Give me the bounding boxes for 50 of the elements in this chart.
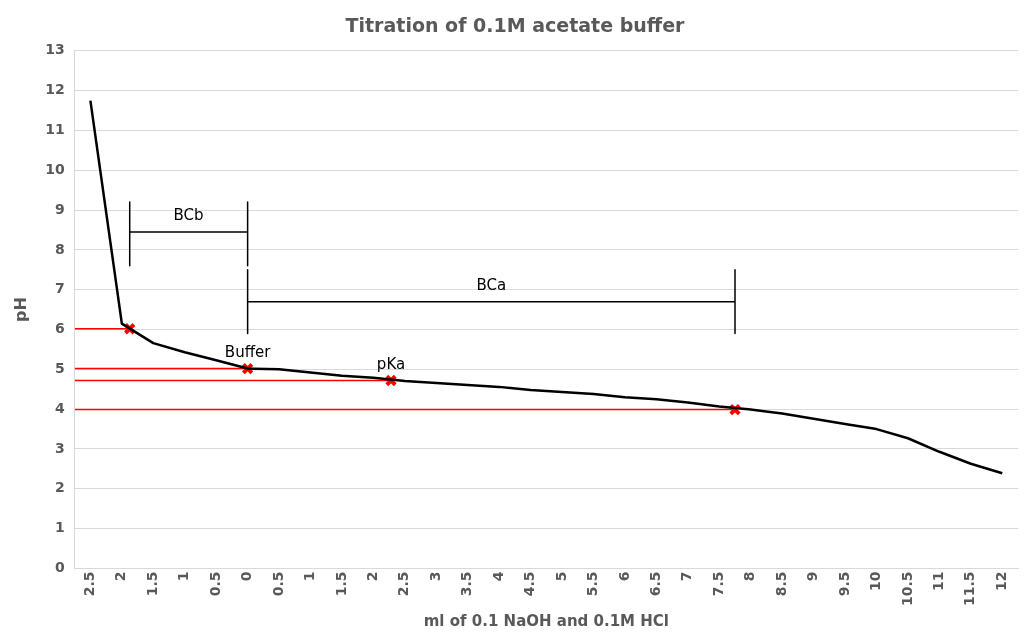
x-tick-label: 1 xyxy=(175,571,192,582)
y-tick-label: 5 xyxy=(54,360,65,376)
x-tick-label: 0 xyxy=(238,571,255,582)
x-tick-label: 2.5 xyxy=(395,571,412,597)
x-tick-label: 8.5 xyxy=(772,571,789,597)
x-tick-label: 0.5 xyxy=(206,571,223,597)
x-tick-label: 6 xyxy=(615,571,632,582)
y-tick-label: 2 xyxy=(54,479,65,496)
x-tick-label: 3.5 xyxy=(458,571,475,597)
y-tick-label: 12 xyxy=(45,81,65,98)
y-tick-label: 8 xyxy=(54,240,65,257)
x-tick-label: 2 xyxy=(112,571,129,582)
x-tick-label: 6.5 xyxy=(647,571,664,597)
annotation: BCa xyxy=(476,276,507,295)
y-tick-label: 9 xyxy=(54,200,65,217)
x-tick-label: 10.5 xyxy=(898,571,915,606)
y-axis-title: pH xyxy=(10,297,30,323)
x-tick-label: 9 xyxy=(804,571,821,582)
chart-title: Titration of 0.1M acetate buffer xyxy=(345,14,686,37)
y-tick-label: 4 xyxy=(54,399,65,416)
x-tick-label: 1.5 xyxy=(143,571,160,597)
x-tick-label: 5.5 xyxy=(584,571,601,597)
x-tick-label: 9.5 xyxy=(835,571,852,597)
y-tick-label: 13 xyxy=(45,41,65,58)
x-tick-label: 11.5 xyxy=(961,571,978,606)
x-tick-label: 1 xyxy=(301,571,318,582)
x-tick-label: 4.5 xyxy=(521,571,538,597)
x-tick-label: 7.5 xyxy=(709,571,726,597)
x-tick-label: 8 xyxy=(741,571,758,582)
x-tick-label: 2 xyxy=(364,571,381,582)
x-tick-label: 4 xyxy=(489,571,506,582)
x-tick-label: 2.5 xyxy=(81,571,98,597)
annotation: BCb xyxy=(173,206,204,225)
annotation: Buffer xyxy=(224,342,272,361)
x-tick-label: 7 xyxy=(678,571,695,582)
x-tick-label: 12 xyxy=(992,571,1009,591)
annotation: pKa xyxy=(376,354,406,373)
x-tick-label: 5 xyxy=(552,571,569,582)
y-tick-label: 7 xyxy=(54,280,65,297)
y-tick-label: 1 xyxy=(54,519,65,536)
y-tick-label: 6 xyxy=(54,320,65,337)
y-tick-label: 3 xyxy=(54,439,65,456)
y-tick-label: 10 xyxy=(45,160,65,177)
x-axis-title: ml of 0.1 NaOH and 0.1M HCl xyxy=(423,611,669,630)
x-tick-label: 1.5 xyxy=(332,571,349,597)
x-tick-label: 0.5 xyxy=(269,571,286,597)
x-tick-label: 10 xyxy=(867,571,884,591)
y-tick-label: 11 xyxy=(45,121,65,138)
x-tick-label: 3 xyxy=(426,571,443,582)
x-tick-label: 11 xyxy=(930,571,947,591)
